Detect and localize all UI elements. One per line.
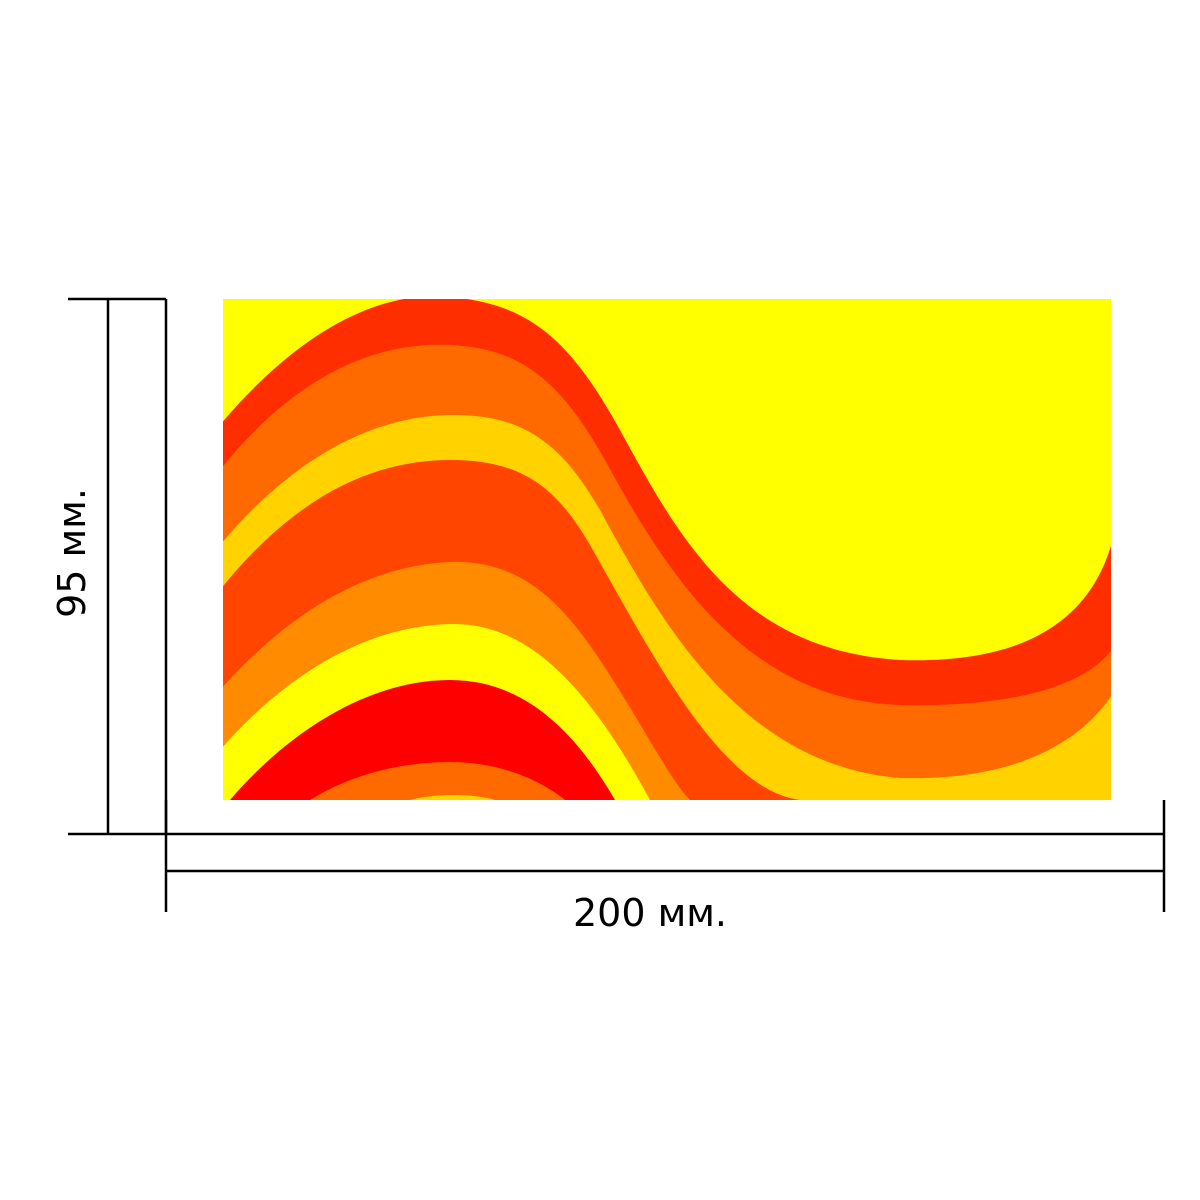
wave-band-7 [230,680,615,800]
height-dimension [68,297,168,836]
wave-band-8 [310,762,565,800]
wave-artwork [223,299,1111,800]
wave-band-9 [410,795,495,800]
width-dimension-label: 200 мм. [572,891,728,935]
height-dimension-label: 95 мм. [50,488,94,618]
width-dimension [164,800,1166,912]
